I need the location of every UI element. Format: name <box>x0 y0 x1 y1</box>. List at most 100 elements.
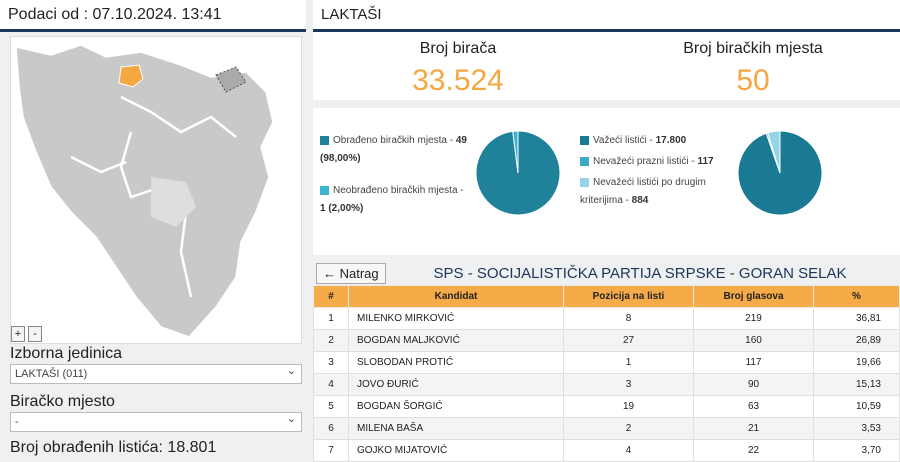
table-cell: BOGDAN MALJKOVIĆ <box>348 329 564 352</box>
legend-label: Obrađeno biračkih mjesta - <box>333 135 454 146</box>
municipality-header: LAKTAŠI <box>313 0 900 32</box>
pie-slice <box>512 130 519 174</box>
table-row: 7 GOJKO MIJATOVIĆ 4 22 3,70 <box>313 439 900 462</box>
unit-label: Izborna jedinica <box>10 345 123 362</box>
pie-legend: Važeći listići - 17.800 Nevažeći prazni l… <box>580 132 730 213</box>
back-button[interactable]: ← Natrag <box>316 263 386 284</box>
legend-item: Nevažeći listići po drugim kriterijima -… <box>580 174 730 210</box>
pie-chart <box>475 130 561 216</box>
stat-label: Broj birača <box>419 40 497 57</box>
table-cell: 21 <box>693 417 814 440</box>
table-cell: 7 <box>313 439 349 462</box>
table-cell: 10,59 <box>813 395 900 418</box>
legend-swatch <box>580 156 589 166</box>
column-header: % <box>813 285 900 308</box>
zoom-out[interactable]: - <box>28 326 42 342</box>
list-title: SPS - SOCIJALISTIČKA PARTIJA SRPSKE - GO… <box>433 265 847 282</box>
stat-value: 50 <box>736 64 770 97</box>
unit-select[interactable]: LAKTAŠI (011) <box>10 364 302 384</box>
table-cell: 36,81 <box>813 307 900 330</box>
legend-swatch <box>580 177 589 187</box>
country-shape <box>15 44 274 338</box>
selected-municipality <box>118 64 144 88</box>
table-row: 5 BOGDAN ŠORGIĆ 19 63 10,59 <box>313 395 900 418</box>
legend-swatch <box>580 135 589 145</box>
pie-slice <box>767 130 781 174</box>
table-cell: 26,89 <box>813 329 900 352</box>
legend-label: Nevažeći prazni listići - <box>593 156 695 167</box>
stat: Broj biračkih mjesta 50 <box>608 40 898 98</box>
map-svg <box>15 44 274 338</box>
table-cell: 4 <box>563 439 694 462</box>
table-cell: 219 <box>693 307 814 330</box>
legend-value: 884 <box>631 195 649 206</box>
table-cell: 117 <box>693 351 814 374</box>
legend-label: Nevažeći listići po drugim kriterijima - <box>580 177 706 206</box>
table-cell: GOJKO MIJATOVIĆ <box>348 439 564 462</box>
table-cell: MILENKO MIRKOVIĆ <box>348 307 564 330</box>
legend-value: 49 (98,00%) <box>320 135 467 164</box>
table-cell: 3 <box>563 373 694 396</box>
stat-value: 33.524 <box>412 64 504 97</box>
table-cell: 1 <box>563 351 694 374</box>
results-table: # Kandidat Pozicija na listi Broj glasova% 1… <box>313 285 900 462</box>
table-cell: 1 <box>313 307 349 330</box>
table-row: 6 MILENA BAŠA 2 21 3,53 <box>313 417 900 440</box>
district-shape <box>151 177 196 227</box>
table-cell: 2 <box>313 329 349 352</box>
station-label: Biračko mjesto <box>10 393 115 410</box>
table-cell: 8 <box>563 307 694 330</box>
table-cell: 15,13 <box>813 373 900 396</box>
table-row: 1 MILENKO MIRKOVIĆ 8 219 36,81 <box>313 307 900 330</box>
legend-swatch <box>320 185 329 195</box>
stat-label: Broj biračkih mjesta <box>683 40 823 57</box>
table-cell: 90 <box>693 373 814 396</box>
table-cell: 27 <box>563 329 694 352</box>
map <box>10 36 302 344</box>
zoom-in[interactable]: + <box>11 326 25 342</box>
table-cell: 19,66 <box>813 351 900 374</box>
legend-item: Neobrađeno biračkih mjesta - 1 (2,00%) <box>320 182 470 218</box>
legend-label: Važeći listići - <box>593 135 653 146</box>
table-cell: JOVO ĐURIĆ <box>348 373 564 396</box>
table-cell: 3,70 <box>813 439 900 462</box>
legend-item: Nevažeći prazni listići - 117 <box>580 153 730 171</box>
right-panel: LAKTAŠI <box>313 0 900 100</box>
table-cell: SLOBODAN PROTIĆ <box>348 351 564 374</box>
legend-value: 17.800 <box>655 135 687 146</box>
pie-chart <box>737 130 823 216</box>
legend-value: 117 <box>697 156 714 167</box>
legend-swatch <box>320 135 329 145</box>
table-cell: 3 <box>313 351 349 374</box>
table-cell: 19 <box>563 395 694 418</box>
column-header: # <box>313 285 349 308</box>
table-cell: 160 <box>693 329 814 352</box>
table-cell: MILENA BAŠA <box>348 417 564 440</box>
table-header: # Kandidat Pozicija na listi Broj glasova% <box>313 285 900 308</box>
column-header: Pozicija na listi <box>563 285 694 308</box>
table-row: 2 BOGDAN MALJKOVIĆ 27 160 26,89 <box>313 329 900 352</box>
processed-count: Broj obrađenih listića: 18.801 <box>10 439 217 456</box>
pie-legend: Obrađeno biračkih mjesta - 49 (98,00%) Ne… <box>320 132 470 232</box>
table-row: 3 SLOBODAN PROTIĆ 1 117 19,66 <box>313 351 900 374</box>
table-cell: 4 <box>313 373 349 396</box>
table-cell: 22 <box>693 439 814 462</box>
table-cell: 2 <box>563 417 694 440</box>
column-header: Kandidat <box>348 285 564 308</box>
date-header: Podaci od : 07.10.2024. 13:41 <box>0 0 306 32</box>
legend-item: Obrađeno biračkih mjesta - 49 (98,00%) <box>320 132 470 168</box>
legend-item: Važeći listići - 17.800 <box>580 132 730 150</box>
station-select[interactable]: - <box>10 412 302 432</box>
table-cell: 6 <box>313 417 349 440</box>
left-panel: Podaci od : 07.10.2024. 13:41 + - Izborn… <box>0 0 306 460</box>
legend-label: Neobrađeno biračkih mjesta - <box>333 185 464 196</box>
table-cell: 63 <box>693 395 814 418</box>
stat: Broj birača 33.524 <box>313 40 603 98</box>
legend-value: 1 (2,00%) <box>320 203 364 214</box>
brcko-district <box>215 66 247 93</box>
table-cell: 5 <box>313 395 349 418</box>
table-cell: 3,53 <box>813 417 900 440</box>
table-cell: BOGDAN ŠORGIĆ <box>348 395 564 418</box>
column-header: Broj glasova <box>693 285 814 308</box>
